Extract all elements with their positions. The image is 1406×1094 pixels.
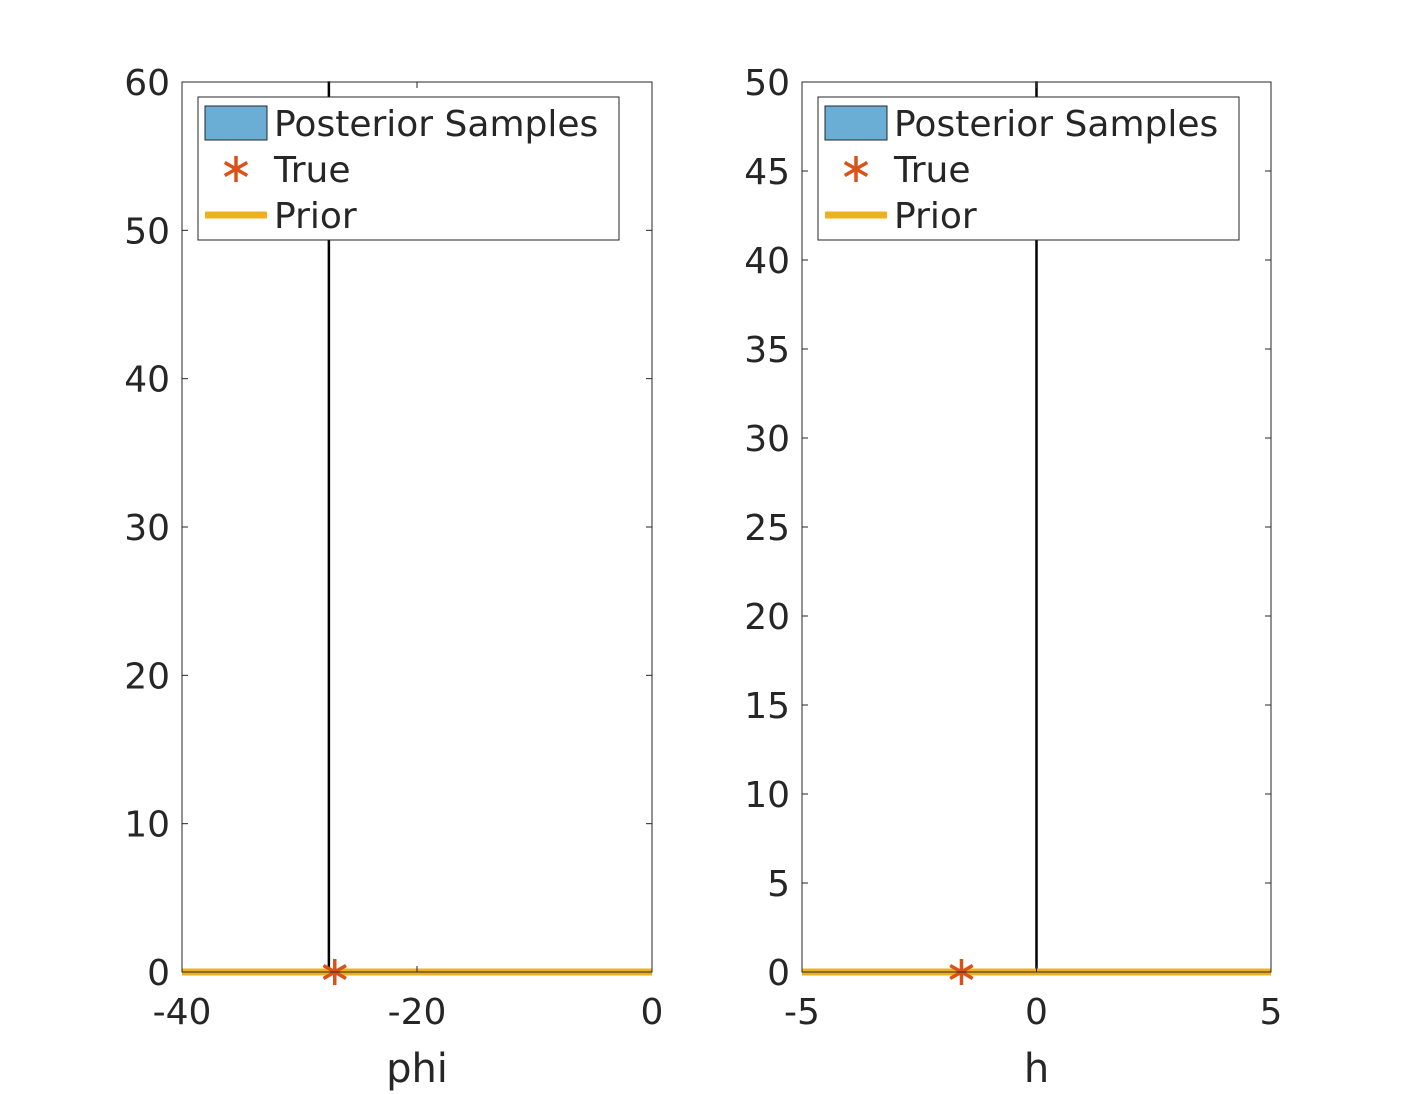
y-tick-label: 10 <box>124 805 170 846</box>
y-tick-label: 40 <box>744 241 790 282</box>
legend-box <box>197 96 620 241</box>
y-tick-label: 0 <box>147 953 170 994</box>
legend-label: Posterior Samples <box>274 104 598 145</box>
y-tick-label: 20 <box>744 597 790 638</box>
x-tick-label: -40 <box>153 992 212 1033</box>
legend-true-marker-stroke <box>223 160 249 178</box>
legend-posterior-swatch <box>204 105 268 141</box>
y-tick-label: 45 <box>744 152 790 193</box>
legend-label: Prior <box>274 196 357 237</box>
x-tick-label: -20 <box>388 992 447 1033</box>
x-tick-label: 0 <box>1025 992 1048 1033</box>
chart-panel-1: 0 10 20 30 40 50 60 -40 -20 0 phi Posterior Samples… <box>124 63 663 1092</box>
legend-label: Posterior Samples <box>894 104 1218 145</box>
legend-true-marker-stroke <box>843 160 869 178</box>
legend: Posterior Samples True Prior <box>197 96 620 241</box>
x-tick-label: 5 <box>1260 992 1283 1033</box>
legend-box <box>817 96 1240 241</box>
legend-label: Prior <box>894 196 977 237</box>
y-tick-label: 30 <box>124 508 170 549</box>
y-tick-label: 60 <box>124 63 170 104</box>
legend-true-marker <box>223 156 249 182</box>
x-tick-label: -5 <box>784 992 820 1033</box>
y-tick-label: 5 <box>767 864 790 905</box>
y-tick-label: 30 <box>744 419 790 460</box>
legend-posterior-swatch <box>824 105 888 141</box>
y-tick-label: 10 <box>744 775 790 816</box>
legend: Posterior Samples True Prior <box>817 96 1240 241</box>
y-tick-label: 35 <box>744 330 790 371</box>
y-tick-label: 25 <box>744 508 790 549</box>
y-tick-label: 50 <box>124 211 170 252</box>
y-tick-label: 50 <box>744 63 790 104</box>
x-tick-label: 0 <box>641 992 664 1033</box>
y-tick-label: 15 <box>744 686 790 727</box>
legend-label: True <box>273 150 350 191</box>
legend-label: True <box>893 150 970 191</box>
y-tick-label: 20 <box>124 656 170 697</box>
x-axis-label: h <box>1024 1046 1049 1092</box>
x-axis-label: phi <box>386 1046 448 1092</box>
y-tick-label: 40 <box>124 360 170 401</box>
y-tick-label: 0 <box>767 953 790 994</box>
legend-true-marker <box>843 156 869 182</box>
